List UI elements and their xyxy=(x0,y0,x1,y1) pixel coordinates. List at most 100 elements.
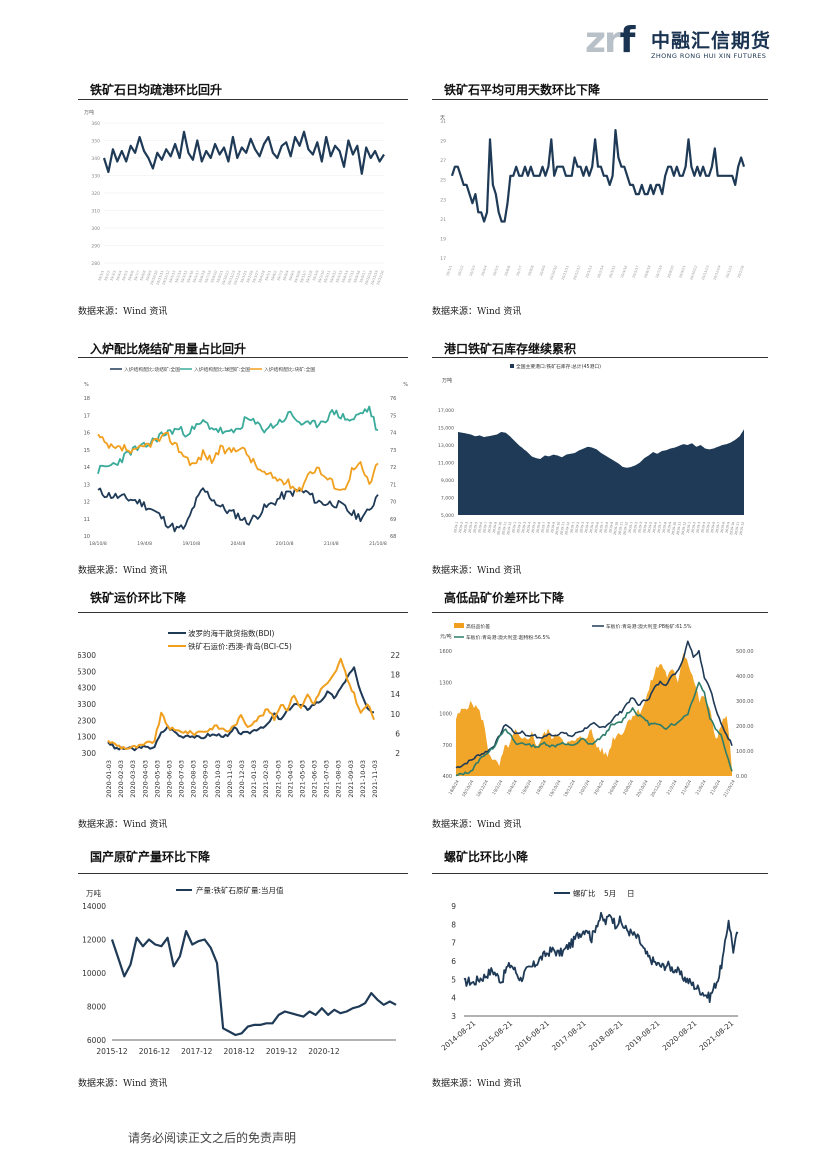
legend-label: 入炉结构配比:烧结矿:全国 xyxy=(124,366,180,373)
x-tick-label: 2019-5 xyxy=(705,521,711,533)
y-tick-label: 11 xyxy=(84,517,90,523)
x-tick-label: 2017-08-21 xyxy=(550,1019,588,1053)
x-tick-label: 2017-12 xyxy=(181,1047,213,1056)
x-tick-label: 2021-06-03 xyxy=(311,760,319,798)
x-tick-label: 19/2/14 xyxy=(174,270,182,284)
divider xyxy=(432,357,768,358)
x-tick-label: 2019-12 xyxy=(506,521,512,535)
x-tick-label: 19/2/24 xyxy=(491,779,504,796)
x-tick-label: 2019-11 xyxy=(618,521,624,535)
y-tick-label: 4 xyxy=(451,994,456,1003)
x-tick-label: 2019-7 xyxy=(482,521,488,533)
y-tick-label: 9,000 xyxy=(441,478,454,484)
y-tick-label: 400.00 xyxy=(736,674,754,680)
chart-rebar-ore-ratio: 螺矿比 5月 日 3 4 5 6 7 8 9 2014-08-21 2015-08-21 2016-08… xyxy=(439,888,739,1053)
legend-label: 车板价:青岛港:澳大利亚:超特粉:56.5% xyxy=(466,634,551,641)
x-tick-label: 19/1/13 xyxy=(168,270,176,284)
x-tick-label: 20/8/20 xyxy=(667,265,675,279)
y-tick-label: 11,000 xyxy=(438,461,454,467)
x-tick-label: 18/10/24 xyxy=(461,779,475,798)
x-tick-label: 19/7/3 xyxy=(276,270,283,282)
x-tick-label: 2020-05-03 xyxy=(153,760,161,798)
y-tick-label: 1000 xyxy=(439,712,452,718)
x-tick-label: 20/2/26 xyxy=(737,265,745,279)
y-tick-label: 6000 xyxy=(87,1036,106,1045)
x-tick-label: 2019-5 xyxy=(472,521,478,533)
x-tick-label: 18/8/24 xyxy=(447,779,460,796)
x-tick-label: 2019-8 xyxy=(545,521,551,533)
legend-swatch xyxy=(510,364,514,368)
chart-daily-port-clearance: 万吨28029030031032033034035036019/1/119/2/… xyxy=(84,109,385,286)
x-tick-label: 2019-1 xyxy=(628,521,634,533)
x-tick-label: 18/10/8 xyxy=(89,541,107,547)
x-tick-label: 2019-8 xyxy=(487,521,493,533)
inventory-area xyxy=(458,429,744,515)
x-tick-label: 19/2/10 xyxy=(317,270,325,284)
x-tick-label: 2019-6 xyxy=(594,521,600,533)
series-line xyxy=(107,666,375,752)
y-tick-label: 15,000 xyxy=(438,426,454,432)
x-tick-label: 20/2/14 xyxy=(597,265,605,279)
x-tick-label: 19/12/8 xyxy=(305,270,313,284)
x-tick-label: 20/10/24 xyxy=(635,779,649,798)
x-tick-label: 2019-11 xyxy=(676,521,682,535)
x-tick-label: 19/2/26 xyxy=(246,270,254,284)
source-note: 数据来源：Wind 资讯 xyxy=(432,1079,522,1089)
x-tick-label: 2020-03-03 xyxy=(129,760,137,798)
y-tick-label: 76 xyxy=(390,396,396,402)
x-tick-label: 2020-04-03 xyxy=(141,760,149,798)
x-tick-label: 20/1/13 xyxy=(585,265,593,279)
x-tick-label: 2019-2 xyxy=(574,521,580,533)
x-tick-label: 19/10/18 xyxy=(364,270,373,286)
x-tick-label: 2019-11 xyxy=(559,521,565,535)
y-tick-label: 4300 xyxy=(78,684,96,693)
x-tick-label: 18/12/24 xyxy=(475,779,489,798)
unit-label: 万吨 xyxy=(86,888,101,898)
x-tick-label: 19/9/9 xyxy=(145,270,152,282)
x-tick-label: 2021-05-03 xyxy=(298,760,306,798)
y-tick-label: 17 xyxy=(84,413,90,419)
x-tick-label: 19/11/23 xyxy=(227,270,236,286)
x-tick-label: 19/3/27 xyxy=(252,270,260,284)
x-tick-label: 2019-9 xyxy=(725,521,731,533)
x-tick-label: 19/5/13 xyxy=(335,270,343,284)
x-tick-label: 21/4/24 xyxy=(680,779,693,796)
y-tick-label: 1600 xyxy=(439,649,452,655)
legend-label: 高低品价差 xyxy=(466,623,490,630)
source-note: 数据来源：Wind 资讯 xyxy=(432,566,522,576)
x-tick-label: 19/12/12 xyxy=(162,270,171,286)
legend-label: 入炉结构配比:球团矿:全国 xyxy=(194,366,250,373)
x-tick-label: 21/4/8 xyxy=(324,541,339,547)
source-note: 数据来源：Wind 资讯 xyxy=(432,307,522,317)
y-tick-label: 19 xyxy=(440,236,446,242)
x-tick-label: 2019-5 xyxy=(589,521,595,533)
y-tick-label: 2 xyxy=(395,749,400,758)
x-tick-label: 19/8/20 xyxy=(210,270,218,284)
x-tick-label: 19/4/8 xyxy=(137,541,152,547)
x-tick-label: 2019-12 xyxy=(681,521,687,535)
legend-label: 波罗的海干散货指数(BDI) xyxy=(188,628,275,638)
x-tick-label: 20/10/10 xyxy=(549,265,558,281)
x-tick-label: 19/2/2 xyxy=(103,270,110,282)
x-tick-label: 2016-08-21 xyxy=(513,1019,551,1053)
y-tick-label: 300.00 xyxy=(736,699,754,705)
x-tick-label: 19/7/15 xyxy=(347,270,355,284)
x-tick-label: 2021-02-03 xyxy=(262,760,270,798)
section-title: 铁矿石日均疏港环比回升 xyxy=(90,83,223,97)
x-tick-label: 19/10/10 xyxy=(150,270,159,286)
y-tick-label: 360 xyxy=(91,121,100,127)
logo-name-cn: 中融汇信期货 xyxy=(651,30,772,52)
x-tick-label: 20/3/15 xyxy=(608,265,616,279)
series-line xyxy=(450,129,746,223)
x-tick-label: 19/6/6 xyxy=(127,270,134,282)
x-tick-label: 20/9/21 xyxy=(678,265,686,279)
y-tick-label: 12 xyxy=(84,500,90,506)
x-tick-label: 19/8/4 xyxy=(282,270,289,282)
x-tick-label: 2019-11 xyxy=(734,521,740,535)
x-tick-label: 19/5/5 xyxy=(121,270,128,282)
y-tick-label: 1300 xyxy=(78,733,96,742)
y-tick-label: 1300 xyxy=(439,680,452,686)
x-tick-label: 2019-6 xyxy=(710,521,716,533)
section-title: 国产原矿产量环比下降 xyxy=(90,850,211,864)
legend-label: 车板价:青岛港:澳大利亚:PB粉矿:61.5% xyxy=(606,623,692,630)
